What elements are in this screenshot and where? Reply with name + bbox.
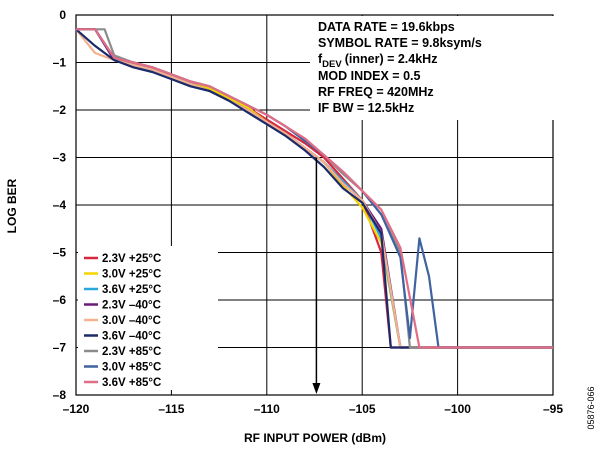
series-line: [76, 28, 553, 349]
annotation-data-rate: DATA RATE = 19.6kbps: [318, 20, 455, 34]
legend-label: 2.3V –40°C: [102, 300, 161, 312]
x-tick-label: –120: [63, 402, 90, 416]
series-line: [75, 28, 553, 349]
fdev-subscript: DEV: [322, 59, 342, 70]
legend-label: 2.3V +85°C: [102, 346, 161, 358]
legend-label: 3.0V +25°C: [102, 269, 161, 281]
y-tick-label: –1: [53, 56, 67, 70]
fdev-value: (inner) = 2.4kHz: [345, 52, 438, 66]
y-tick-label: –5: [53, 246, 67, 260]
legend-label: 3.6V +25°C: [102, 284, 161, 296]
x-tick-label: –100: [444, 402, 471, 416]
annotation-mod-index: MOD INDEX = 0.5: [318, 69, 421, 83]
y-tick-label: –6: [53, 293, 67, 307]
fdev-symbol: f: [318, 52, 323, 66]
annotation-if-bw: IF BW = 12.5kHz: [318, 101, 414, 115]
series-line: [75, 28, 553, 349]
sensitivity-arrow: [312, 157, 321, 394]
annotation-fdev: fDEV (inner) = 2.4kHz: [318, 52, 437, 70]
series-lines: [75, 28, 553, 349]
annotation-background: [310, 16, 554, 120]
arrow-head: [312, 383, 321, 394]
figure-id: 05876-066: [586, 386, 596, 429]
annotation-block: DATA RATE = 19.6kbps SYMBOL RATE = 9.8ks…: [310, 16, 554, 120]
x-tick-label: –115: [158, 402, 184, 416]
x-axis-label: RF INPUT POWER (dBm): [244, 431, 386, 445]
annotation-symbol-rate: SYMBOL RATE = 9.8ksym/s: [318, 36, 482, 50]
y-tick-label: –4: [53, 198, 67, 212]
legend-label: 3.6V –40°C: [102, 331, 161, 343]
x-tick-label: –95: [543, 402, 563, 416]
y-tick-label: –3: [53, 151, 67, 165]
y-tick-label: –7: [53, 341, 67, 355]
x-tick-label: –110: [254, 402, 280, 416]
legend-label: 3.0V –40°C: [102, 315, 161, 327]
y-tick-label: 0: [59, 8, 66, 22]
axes: –120 –115 –110 –105 –100 –95 0 –1 –2 –3 –4 –5 –6 –7 –8: [53, 8, 564, 416]
annotation-rf-freq: RF FREQ = 420MHz: [318, 85, 434, 99]
legend-label: 2.3V +25°C: [102, 253, 161, 265]
plot-frame: [75, 14, 554, 396]
legend-label: 3.0V +85°C: [102, 362, 161, 374]
y-axis-label: LOG BER: [5, 178, 19, 233]
y-tick-label: –8: [53, 388, 67, 402]
y-tick-label: –2: [53, 103, 67, 117]
legend-background: [78, 246, 218, 390]
x-tick-label: –105: [349, 402, 376, 416]
legend: 2.3V +25°C 3.0V +25°C 3.6V +25°C 2.3V –40°C…: [78, 246, 218, 390]
legend-label: 3.6V +85°C: [102, 377, 161, 389]
